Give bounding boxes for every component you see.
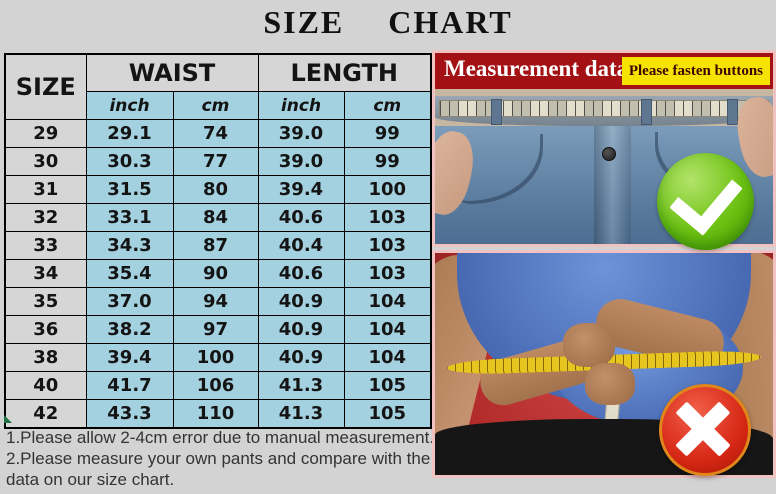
cross-icon: [659, 384, 751, 476]
size-cell: 30: [4, 147, 87, 176]
value-cell: 99: [343, 147, 432, 176]
value-cell: 105: [343, 371, 432, 400]
value-cell: 103: [343, 203, 432, 232]
hand-fist-upper: [563, 323, 615, 367]
size-cell: 33: [4, 231, 87, 260]
belt-loop: [491, 99, 502, 125]
value-cell: 33.1: [85, 203, 174, 232]
size-cell: 31: [4, 175, 87, 204]
check-icon: [657, 153, 754, 250]
value-cell: 34.3: [85, 231, 174, 260]
column-header-length: LENGTH: [257, 53, 432, 92]
size-cell: 42: [4, 399, 87, 429]
value-cell: 40.9: [257, 287, 345, 316]
value-cell: 106: [172, 371, 259, 400]
value-cell: 40.9: [257, 343, 345, 372]
table-row: 36 38.2 97 40.9 104: [4, 315, 432, 344]
table-row: 30 30.3 77 39.0 99: [4, 147, 432, 176]
value-cell: 40.9: [257, 315, 345, 344]
photo-banner: Measurement data X2 Please fasten button…: [435, 53, 773, 89]
value-cell: 43.3: [85, 399, 174, 429]
size-table: SIZE WAIST LENGTH inch cm inch cm 29 29.1…: [4, 53, 433, 429]
value-cell: 100: [172, 343, 259, 372]
value-cell: 38.2: [85, 315, 174, 344]
value-cell: 39.4: [85, 343, 174, 372]
value-cell: 29.1: [85, 119, 174, 148]
size-cell: 32: [4, 203, 87, 232]
unit-header-length-cm: cm: [343, 91, 432, 120]
value-cell: 105: [343, 399, 432, 429]
value-cell: 104: [343, 287, 432, 316]
value-cell: 90: [172, 259, 259, 288]
size-cell: 36: [4, 315, 87, 344]
size-cell: 38: [4, 343, 87, 372]
table-row: 40 41.7 106 41.3 105: [4, 371, 432, 400]
value-cell: 80: [172, 175, 259, 204]
hand-fist-lower: [585, 363, 635, 405]
value-cell: 94: [172, 287, 259, 316]
belt-loop: [641, 99, 652, 125]
value-cell: 41.3: [257, 371, 345, 400]
value-cell: 40.6: [257, 203, 345, 232]
value-cell: 104: [343, 315, 432, 344]
table-row: 31 31.5 80 39.4 100: [4, 175, 432, 204]
table-row: 29 29.1 74 39.0 99: [4, 119, 432, 148]
value-cell: 103: [343, 231, 432, 260]
measuring-tape: [439, 100, 769, 117]
table-unit-row: inch cm inch cm: [5, 91, 432, 120]
note-line-2: 2.Please measure your own pants and comp…: [6, 449, 431, 489]
belt-loop: [727, 99, 738, 125]
value-cell: 97: [172, 315, 259, 344]
unit-header-waist-inch: inch: [85, 91, 174, 120]
value-cell: 41.3: [257, 399, 345, 429]
size-cell: 29: [4, 119, 87, 148]
value-cell: 30.3: [85, 147, 174, 176]
size-cell: 35: [4, 287, 87, 316]
value-cell: 87: [172, 231, 259, 260]
table-row: 33 34.3 87 40.4 103: [4, 231, 432, 260]
column-header-size: SIZE: [4, 53, 87, 120]
value-cell: 31.5: [85, 175, 174, 204]
value-cell: 99: [343, 119, 432, 148]
value-cell: 39.0: [257, 147, 345, 176]
table-row: 34 35.4 90 40.6 103: [4, 259, 432, 288]
size-table-head-rows: SIZE WAIST LENGTH inch cm inch cm: [4, 53, 432, 120]
value-cell: 35.4: [85, 259, 174, 288]
value-cell: 41.7: [85, 371, 174, 400]
table-row: 35 37.0 94 40.9 104: [4, 287, 432, 316]
table-row: 42 43.3 110 41.3 105: [4, 399, 432, 429]
value-cell: 39.4: [257, 175, 345, 204]
note-line-1: 1.Please allow 2-4cm error due to manual…: [6, 428, 435, 447]
value-cell: 37.0: [85, 287, 174, 316]
value-cell: 84: [172, 203, 259, 232]
value-cell: 104: [343, 343, 432, 372]
value-cell: 40.4: [257, 231, 345, 260]
column-header-waist: WAIST: [85, 53, 259, 92]
value-cell: 110: [172, 399, 259, 429]
table-row: 38 39.4 100 40.9 104: [4, 343, 432, 372]
page-title: SIZE CHART: [263, 4, 513, 40]
value-cell: 100: [343, 175, 432, 204]
measurement-notes: 1.Please allow 2-4cm error due to manual…: [6, 427, 450, 490]
jeans-button: [602, 147, 616, 161]
table-corner-marker: [4, 415, 12, 423]
fasten-buttons-tag: Please fasten buttons: [621, 57, 770, 85]
jeans-fly: [593, 126, 632, 244]
unit-header-length-inch: inch: [257, 91, 345, 120]
check-mark-glyph: [669, 160, 743, 236]
size-table-body: 29 29.1 74 39.0 99 30 30.3 77 39.0 99 31 31.5 80 39.4…: [4, 119, 432, 429]
size-cell: 34: [4, 259, 87, 288]
value-cell: 40.6: [257, 259, 345, 288]
table-header-row: SIZE WAIST LENGTH: [4, 53, 432, 120]
value-cell: 39.0: [257, 119, 345, 148]
value-cell: 74: [172, 119, 259, 148]
size-cell: 40: [4, 371, 87, 400]
unit-header-waist-cm: cm: [172, 91, 259, 120]
table-row: 32 33.1 84 40.6 103: [4, 203, 432, 232]
value-cell: 77: [172, 147, 259, 176]
value-cell: 103: [343, 259, 432, 288]
